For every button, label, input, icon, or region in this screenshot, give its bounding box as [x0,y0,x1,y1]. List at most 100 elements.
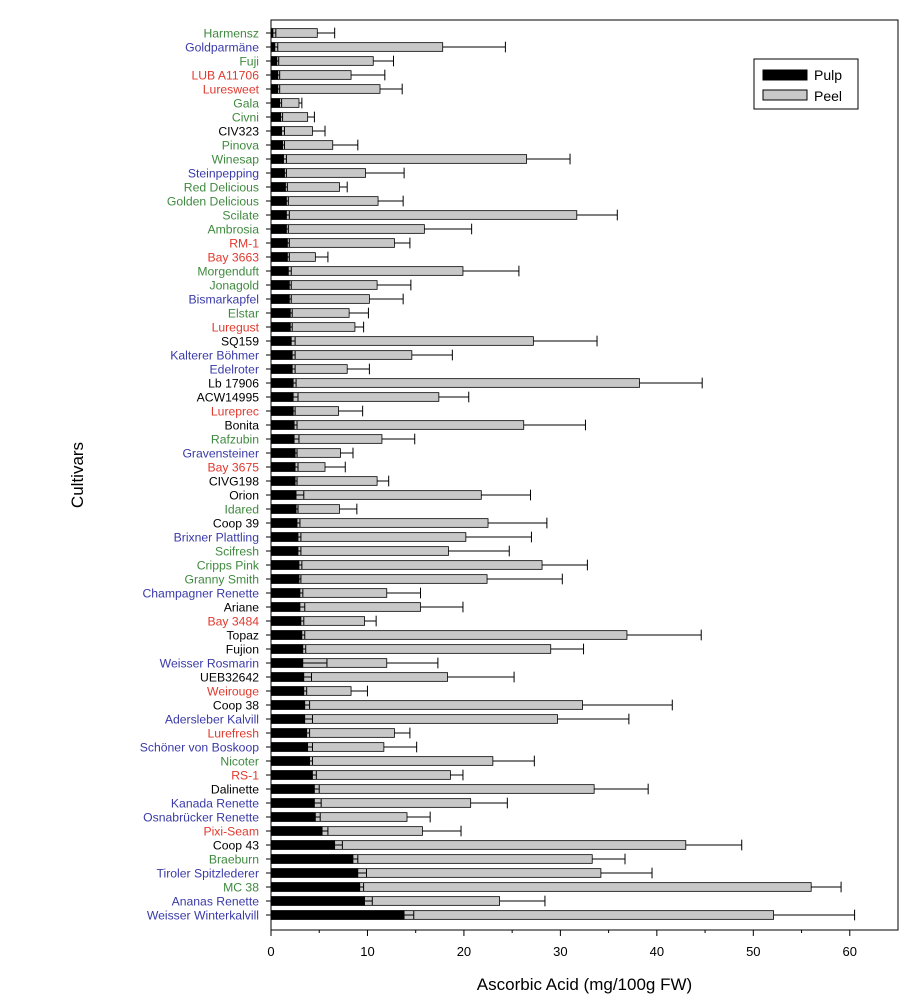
pulp-bar-coop-39 [270,518,298,528]
peel-bar-bonita [270,420,525,430]
pulp-bar-lurefresh [270,728,308,738]
pulp-bar-jonagold [270,280,290,290]
pulp-bar-golden-delicious [270,196,287,206]
peel-bar-sq159 [270,336,534,346]
pulp-bar-schoner-von-boskoop [270,742,309,752]
pulp-bar-ambrosia [270,224,287,234]
category-label-nicoter: Nicoter [220,754,259,768]
pulp-bar-dalinette [270,784,315,794]
pulp-bar-morgenduft [270,266,289,276]
pulp-bar-tiroler-spitzlederer [270,868,359,878]
pulp-bar-ananas-renette [270,896,365,906]
pulp-bar-sq159 [270,336,292,346]
category-label-lureprec: Lureprec [211,404,259,418]
category-label-lurefresh: Lurefresh [208,726,260,740]
category-label-bay-3663: Bay 3663 [208,250,260,264]
category-label-ananas-renette: Ananas Renette [172,894,260,908]
category-label-golden-delicious: Golden Delicious [167,194,259,208]
category-label-fujion: Fujion [226,642,259,656]
peel-bar-coop-39 [270,518,489,528]
pulp-bar-fujion [270,644,304,654]
bars-layer [270,27,856,921]
category-label-lub-a11706: LUB A11706 [191,68,259,82]
pulp-bar-bay-3675 [270,462,296,472]
category-label-rafzubin: Rafzubin [211,432,259,446]
pulp-bar-weisser-rosmarin [270,658,304,668]
category-label-champagner-renette: Champagner Renette [142,586,259,600]
category-label-fuji: Fuji [239,54,259,68]
legend-box [753,58,859,110]
pulp-bar-ueb32642 [270,672,305,682]
category-label-bismarkapfel: Bismarkapfel [189,292,259,306]
category-label-civ323: CIV323 [218,124,259,138]
pulp-bar-nicoter [270,756,310,766]
pulp-bar-gala [270,98,281,108]
category-label-lb-17906: Lb 17906 [208,376,259,390]
pulp-bar-cripps-pink [270,560,300,570]
peel-bar-morgenduft [270,266,464,276]
pulp-bar-rafzubin [270,434,295,444]
category-label-granny-smith: Granny Smith [184,572,259,586]
x-tick-label-0: 0 [267,944,274,959]
category-label-luregust: Luregust [212,320,260,334]
pulp-bar-bismarkapfel [270,294,290,304]
peel-bar-luresweet [270,84,381,94]
legend-swatch-pulp [762,69,808,81]
plot-frame [270,19,899,931]
pulp-bar-fuji [270,56,278,66]
category-label-scilate: Scilate [222,208,259,222]
pulp-bar-weirouge [270,686,305,696]
pulp-bar-coop-43 [270,840,336,850]
pulp-bar-osnabrucker-renette [270,812,316,822]
x-tick-label-50: 50 [746,944,760,959]
category-label-morgenduft: Morgenduft [197,264,259,278]
pulp-bar-granny-smith [270,574,300,584]
pulp-bar-lb-17906 [270,378,294,388]
pulp-bar-rm-1 [270,238,288,248]
category-label-red-delicious: Red Delicious [184,180,259,194]
x-tick-label-40: 40 [650,944,664,959]
peel-bar-harmensz [270,28,318,38]
x-axis: 0 10 20 30 40 50 60 [267,930,857,959]
pulp-bar-edelroter [270,364,293,374]
peel-bar-winesap [270,154,528,164]
legend-label-pulp: Pulp [814,67,842,83]
peel-bar-cripps-pink [270,560,543,570]
pulp-bar-bonita [270,420,295,430]
category-label-goldparmane: Goldparmäne [185,40,259,54]
category-label-harmensz: Harmensz [203,26,259,40]
category-label-topaz: Topaz [226,628,259,642]
pulp-bar-luregust [270,322,291,332]
pulp-bar-champagner-renette [270,588,301,598]
category-label-edelroter: Edelroter [210,362,259,376]
category-label-gravensteiner: Gravensteiner [182,446,259,460]
category-label-jonagold: Jonagold [210,278,259,292]
pulp-bar-pixi-seam [270,826,323,836]
category-label-braeburn: Braeburn [209,852,259,866]
pulp-bar-braeburn [270,854,354,864]
pulp-bar-gravensteiner [270,448,296,458]
category-label-rs-1: RS-1 [231,768,259,782]
pulp-bar-ariane [270,602,301,612]
category-label-ambrosia: Ambrosia [208,222,260,236]
x-tick-label-30: 30 [553,944,567,959]
category-label-pinova: Pinova [222,138,259,152]
category-label-mc-38: MC 38 [223,880,259,894]
category-label-osnabrucker-renette: Osnabrücker Renette [143,810,259,824]
category-label-coop-43: Coop 43 [213,838,259,852]
category-label-steinpepping: Steinpepping [188,166,259,180]
category-label-tiroler-spitzlederer: Tiroler Spitzlederer [157,866,260,880]
legend-swatch-peel [762,89,808,101]
x-tick-label-20: 20 [457,944,471,959]
category-label-weisser-rosmarin: Weisser Rosmarin [160,656,259,670]
pulp-bar-adersleber-kalvill [270,714,306,724]
category-label-scifresh: Scifresh [215,544,259,558]
category-label-kalterer-bohmer: Kalterer Böhmer [170,348,259,362]
pulp-bar-rs-1 [270,770,313,780]
peel-bar-lb-17906 [270,378,640,388]
category-label-weisser-winterkalvill: Weisser Winterkalvill [147,908,259,922]
pulp-bar-civg198 [270,476,296,486]
pulp-bar-mc-38 [270,882,361,892]
category-label-kanada-renette: Kanada Renette [171,796,259,810]
